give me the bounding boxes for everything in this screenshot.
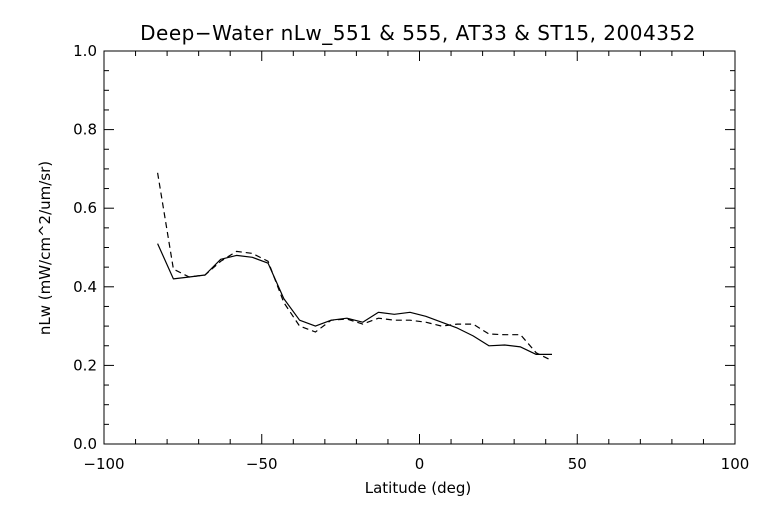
series-line-dashed [157,172,553,362]
x-axis-label: Latitude (deg) [365,479,471,497]
x-tick-label: 0 [415,455,425,473]
y-tick-label: 0.4 [73,278,97,296]
y-tick-labels: 0.0 0.2 0.4 0.6 0.8 1.0 [73,42,97,453]
series-line-solid [157,243,552,355]
series-lines [157,172,553,362]
y-tick-label: 1.0 [73,42,97,60]
tick-marks [103,50,736,445]
y-tick-label: 0.0 [73,435,97,453]
y-tick-label: 0.6 [73,199,97,217]
x-tick-label: 50 [568,455,587,473]
x-tick-label: −50 [246,455,278,473]
x-tick-label: 100 [721,455,750,473]
y-tick-label: 0.2 [73,356,97,374]
y-tick-label: 0.8 [73,121,97,139]
chart-title: Deep−Water nLw_551 & 555, AT33 & ST15, 2… [140,21,696,45]
x-tick-label: −100 [83,455,124,473]
x-tick-labels: −100 −50 0 50 100 [83,455,749,473]
y-axis-label: nLw (mW/cm^2/um/sr) [36,161,54,335]
